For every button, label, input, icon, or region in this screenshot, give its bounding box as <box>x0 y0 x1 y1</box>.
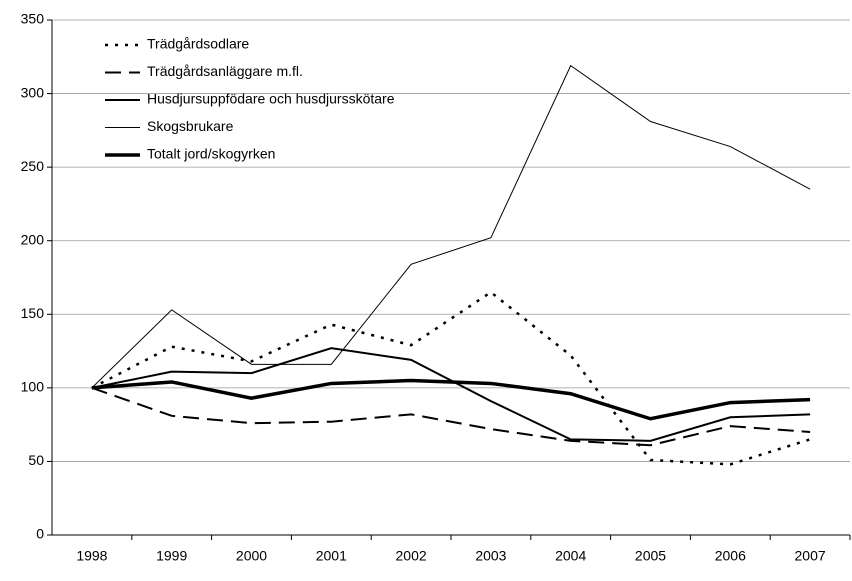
x-tick-label: 2007 <box>795 548 826 564</box>
x-tick-label: 2003 <box>475 548 506 564</box>
series-line <box>91 347 811 442</box>
x-tick-label: 2006 <box>715 548 746 564</box>
legend-label: Trädgårdsodlare <box>147 36 249 52</box>
legend-label: Husdjursuppfödare och husdjursskötare <box>147 91 395 107</box>
x-tick-label: 1998 <box>76 548 107 564</box>
legend-label: Trädgårdsanläggare m.fl. <box>147 63 303 79</box>
y-tick-label: 0 <box>36 526 44 542</box>
y-tick-label: 50 <box>28 452 44 468</box>
x-tick-label: 2001 <box>316 548 347 564</box>
x-tick-label: 2004 <box>555 548 586 564</box>
legend-label: Totalt jord/skogyrken <box>147 146 275 162</box>
y-tick-label: 150 <box>21 305 45 321</box>
series-line <box>91 290 811 466</box>
x-tick-label: 1999 <box>156 548 187 564</box>
x-tick-label: 2002 <box>396 548 427 564</box>
y-tick-label: 200 <box>21 231 45 247</box>
y-tick-label: 100 <box>21 379 45 395</box>
series-line <box>91 378 811 421</box>
y-tick-label: 350 <box>21 11 45 27</box>
x-tick-label: 2005 <box>635 548 666 564</box>
y-tick-label: 250 <box>21 158 45 174</box>
series-line <box>91 386 811 447</box>
y-tick-label: 300 <box>21 84 45 100</box>
x-tick-label: 2000 <box>236 548 267 564</box>
legend-label: Skogsbrukare <box>147 118 234 134</box>
series-line <box>91 64 811 389</box>
